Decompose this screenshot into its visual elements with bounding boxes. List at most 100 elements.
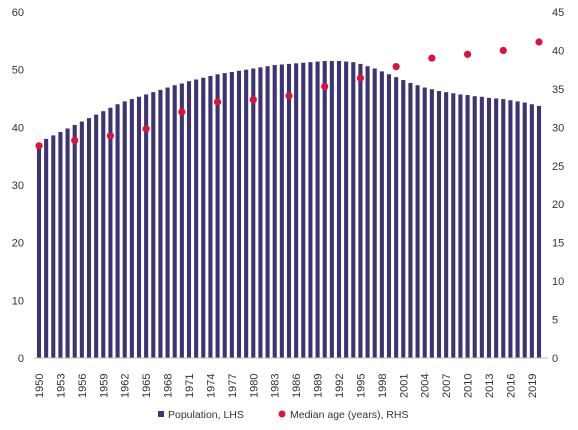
population-bar-1953 — [58, 131, 63, 358]
population-bar-2020 — [536, 106, 542, 358]
left-y-tick-label: 60 — [12, 7, 24, 19]
x-tick-label: 1974 — [205, 374, 217, 398]
population-bar-2007 — [444, 92, 449, 358]
legend-swatch-median-age — [278, 410, 286, 418]
population-bar-1962 — [122, 101, 127, 358]
population-bar-1974 — [208, 76, 213, 358]
median-age-point-1995 — [356, 74, 365, 82]
right-y-tick-label: 15 — [552, 238, 564, 250]
population-bar-1956 — [79, 121, 84, 358]
population-bar-1984 — [279, 64, 284, 358]
population-bar-2015 — [501, 99, 506, 358]
legend-label-population: Population, LHS — [168, 409, 244, 421]
population-bar-1966 — [151, 92, 156, 358]
legend: Population, LHS Median age (years), RHS — [158, 409, 408, 421]
population-bar-1955 — [72, 125, 77, 358]
x-tick-label: 1998 — [377, 374, 389, 398]
population-bar-1985 — [286, 63, 292, 359]
right-y-tick-label: 45 — [552, 7, 564, 19]
population-bar-2004 — [422, 87, 427, 358]
population-bar-1960 — [108, 107, 113, 358]
population-bar-1994 — [351, 62, 356, 359]
population-bars — [36, 61, 542, 359]
population-bar-2002 — [408, 82, 413, 359]
population-bar-1981 — [258, 67, 263, 359]
population-bar-2006 — [436, 91, 442, 358]
population-bar-1954 — [65, 128, 70, 358]
left-y-tick-label: 50 — [12, 65, 24, 77]
population-bar-1976 — [222, 73, 227, 358]
median-age-point-1955 — [71, 136, 79, 144]
x-tick-label: 1968 — [163, 374, 175, 398]
median-age-point-2010 — [463, 50, 472, 58]
x-tick-label: 1992 — [334, 374, 346, 398]
population-bar-1987 — [301, 62, 306, 358]
population-bar-1997 — [372, 68, 377, 358]
population-bar-2001 — [401, 80, 406, 359]
median-age-point-1970 — [178, 108, 186, 116]
population-bar-1977 — [229, 71, 234, 358]
right-y-tick-label: 35 — [552, 84, 564, 96]
population-bar-1982 — [265, 66, 270, 359]
population-bar-1961 — [115, 104, 120, 359]
x-tick-label: 1983 — [270, 374, 282, 398]
right-y-tick-label: 25 — [552, 161, 564, 173]
population-bar-2009 — [458, 94, 463, 359]
population-bar-1978 — [236, 70, 242, 358]
population-bar-1989 — [315, 61, 320, 359]
population-bar-1959 — [101, 111, 106, 358]
x-tick-label: 1965 — [141, 374, 153, 398]
median-age-point-2005 — [428, 54, 436, 62]
x-tick-label: 1959 — [98, 374, 110, 398]
population-bar-2010 — [465, 95, 470, 358]
population-bar-2018 — [522, 102, 527, 358]
population-bar-2017 — [515, 101, 520, 358]
x-tick-label: 1977 — [227, 374, 239, 398]
x-tick-label: 2007 — [441, 374, 453, 398]
population-bar-1992 — [336, 61, 342, 359]
population-bar-2005 — [429, 89, 434, 359]
population-bar-1983 — [272, 65, 277, 359]
population-bar-2008 — [451, 93, 456, 358]
population-bar-2016 — [508, 100, 513, 358]
x-tick-label: 2016 — [505, 374, 517, 398]
left-y-tick-label: 30 — [12, 180, 24, 192]
x-tick-label: 1950 — [34, 374, 46, 398]
population-bar-1971 — [186, 81, 192, 358]
x-tick-label: 1962 — [120, 374, 132, 398]
population-bar-1998 — [379, 71, 384, 359]
population-bar-1964 — [136, 96, 142, 359]
population-bar-1975 — [215, 74, 220, 358]
population-bar-1979 — [244, 69, 249, 359]
x-tick-label: 1989 — [313, 374, 325, 398]
x-tick-label: 1995 — [355, 374, 367, 398]
median-age-point-1985 — [285, 92, 293, 100]
x-axis-ticks: 1950 1953 1956 1959 1962 1965 1968 1971 1974 1977… — [34, 374, 539, 398]
median-age-point-1980 — [249, 96, 257, 104]
population-bar-1990 — [322, 61, 327, 359]
population-bar-1996 — [365, 66, 370, 359]
population-bar-2003 — [415, 85, 420, 359]
right-y-tick-label: 20 — [552, 199, 564, 211]
population-bar-2013 — [486, 97, 492, 359]
x-tick-label: 2010 — [463, 374, 475, 398]
right-y-tick-label: 10 — [552, 276, 564, 288]
population-bar-1952 — [51, 135, 56, 358]
median-age-point-1960 — [106, 132, 115, 140]
left-y-tick-label: 40 — [12, 122, 24, 134]
population-bar-2012 — [479, 96, 484, 359]
population-bar-1986 — [294, 63, 299, 358]
population-bar-1980 — [251, 68, 256, 358]
right-y-tick-label: 0 — [552, 353, 558, 365]
x-tick-label: 1986 — [291, 374, 303, 398]
population-bar-1969 — [172, 85, 177, 359]
x-tick-label: 1956 — [77, 374, 89, 398]
median-age-point-2015 — [499, 46, 507, 55]
median-age-point-2000 — [392, 62, 400, 71]
median-age-point-2020 — [535, 38, 543, 46]
population-bar-1968 — [165, 87, 170, 358]
population-bar-1999 — [386, 74, 392, 358]
x-tick-label: 2004 — [420, 374, 432, 398]
